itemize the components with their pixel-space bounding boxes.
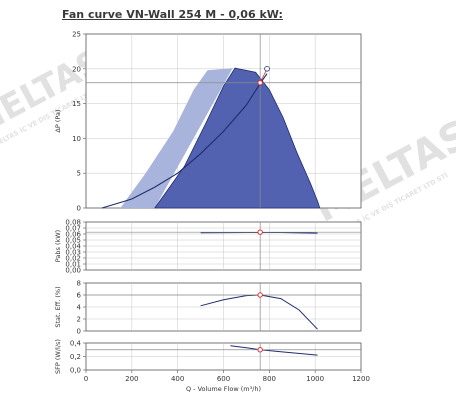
xtick-label: 0 bbox=[84, 375, 88, 383]
pressure-ytick-label: 20 bbox=[72, 65, 81, 73]
chart-title: Fan curve VN-Wall 254 M - 0,06 kW: bbox=[62, 8, 283, 21]
sfp-ytick-label: 0,4 bbox=[70, 340, 82, 348]
xtick-label: 600 bbox=[217, 375, 230, 383]
efficiency-ytick-label: 2 bbox=[77, 316, 81, 324]
xtick-label: 800 bbox=[263, 375, 276, 383]
power-ytick-label: 0,07 bbox=[65, 225, 81, 233]
efficiency-ytick-label: 6 bbox=[77, 292, 82, 300]
xtick-label: 200 bbox=[125, 375, 138, 383]
efficiency-ytick-label: 4 bbox=[77, 304, 82, 312]
sfp-ytick-label: 0,2 bbox=[70, 353, 81, 361]
power-ytick-label: 0,08 bbox=[65, 219, 81, 227]
sfp-ylabel: SFP (W/l/s) bbox=[54, 339, 62, 374]
sfp-ytick-label: 0,0 bbox=[70, 367, 81, 375]
power-ytick-label: 0,00 bbox=[65, 267, 81, 275]
efficiency-operating-point bbox=[257, 292, 263, 298]
pressure-ytick-label: 15 bbox=[72, 100, 81, 108]
power-ytick-label: 0,03 bbox=[65, 249, 81, 257]
pressure-ytick-label: 10 bbox=[72, 135, 81, 143]
xtick-label: 1000 bbox=[306, 375, 324, 383]
power-ylabel: Pabs (kW) bbox=[54, 230, 62, 262]
pressure-system-curve bbox=[101, 73, 268, 209]
pressure-ylabel: ΔP (Pa) bbox=[54, 109, 62, 132]
power-ytick-label: 0,01 bbox=[65, 261, 81, 269]
pressure-ytick-label: 0 bbox=[77, 205, 81, 213]
efficiency-ytick-label: 8 bbox=[77, 280, 81, 288]
x-axis-label: Q - Volume Flow (m³/h) bbox=[186, 385, 261, 393]
pressure-operating-point bbox=[257, 80, 263, 86]
power-ytick-label: 0,05 bbox=[65, 237, 81, 245]
xtick-label: 400 bbox=[171, 375, 184, 383]
xtick-label: 1200 bbox=[352, 375, 370, 383]
efficiency-ytick-label: 0 bbox=[77, 328, 81, 336]
pressure-dark-area bbox=[154, 67, 321, 209]
power-ytick-label: 0,02 bbox=[65, 255, 81, 263]
pressure-ytick-label: 5 bbox=[77, 170, 81, 178]
pressure-open-point bbox=[264, 66, 270, 72]
pressure-light-area bbox=[120, 68, 233, 208]
efficiency-ylabel: Stat. Eff. (%) bbox=[54, 286, 62, 327]
power-operating-point bbox=[257, 229, 263, 235]
sfp-operating-point bbox=[257, 347, 263, 353]
power-ytick-label: 0,06 bbox=[65, 231, 81, 239]
pressure-ytick-label: 25 bbox=[72, 31, 81, 39]
power-ytick-label: 0,04 bbox=[65, 243, 81, 251]
